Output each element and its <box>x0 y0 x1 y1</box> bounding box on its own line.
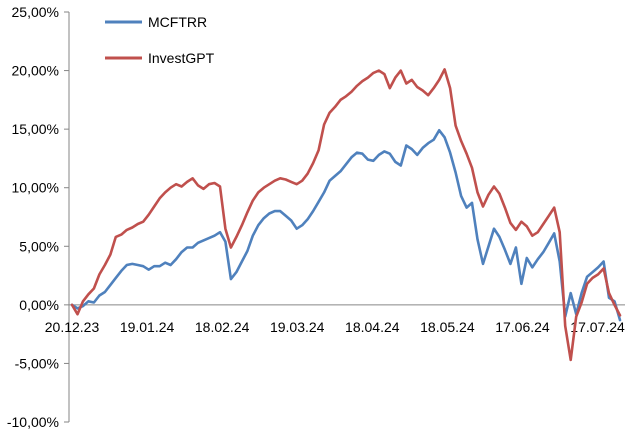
x-tick-label: 18.02.24 <box>195 319 250 335</box>
y-tick-label: 25,00% <box>12 4 59 20</box>
y-tick-label: 10,00% <box>12 180 59 196</box>
series-line-investgpt <box>70 68 622 362</box>
x-tick-label: 18.05.24 <box>420 319 475 335</box>
legend-label: MCFTRR <box>148 14 207 30</box>
x-tick-label: 17.06.24 <box>495 319 550 335</box>
y-axis: 25,00% 20,00% 15,00% 10,00% 5,00% 0,00% -5,00%… <box>7 4 70 430</box>
x-axis: 20.12.23 19.01.24 18.02.24 19.03.24 18.04.24… <box>45 304 625 335</box>
x-tick-label: 19.03.24 <box>270 319 325 335</box>
series-layer <box>70 68 622 362</box>
y-tick-label: -5,00% <box>15 355 59 371</box>
y-tick-label: 0,00% <box>19 297 59 313</box>
y-tick-label: 20,00% <box>12 63 59 79</box>
series-line-mcftrr <box>70 129 622 322</box>
legend-label: InvestGPT <box>148 50 215 66</box>
x-tick-label: 19.01.24 <box>120 319 175 335</box>
x-tick-label: 17.07.24 <box>570 319 625 335</box>
y-tick-label: 15,00% <box>12 121 59 137</box>
y-tick-label: -10,00% <box>7 414 59 430</box>
x-tick-label: 18.04.24 <box>345 319 400 335</box>
y-tick-label: 5,00% <box>19 238 59 254</box>
legend: MCFTRR InvestGPT <box>105 14 215 66</box>
x-tick-label: 20.12.23 <box>45 319 100 335</box>
